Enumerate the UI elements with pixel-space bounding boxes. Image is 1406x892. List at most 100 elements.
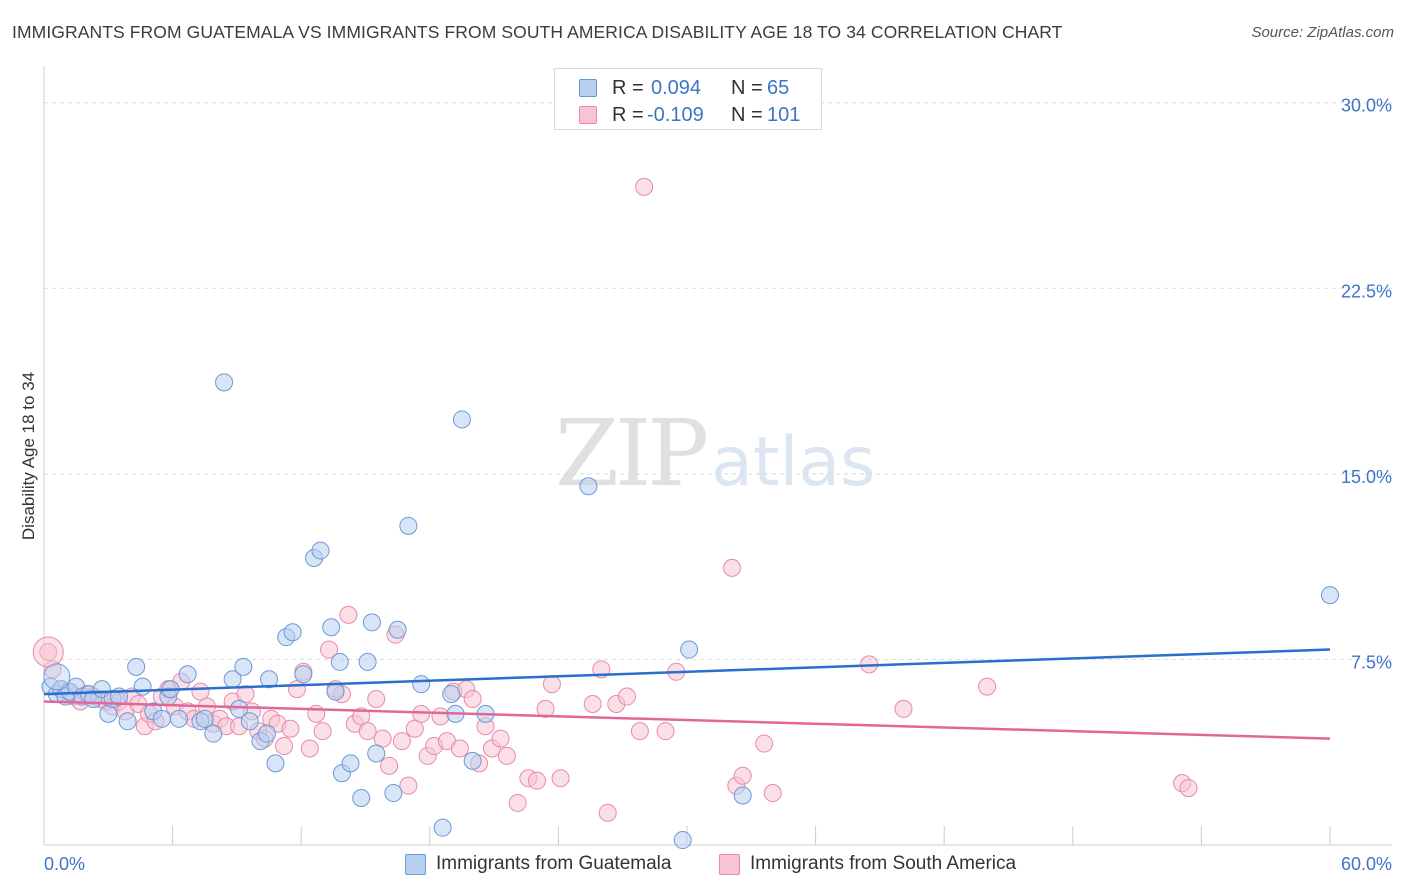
guatemala-point	[352, 788, 371, 807]
x-tick-label: 60.0%	[1341, 854, 1392, 874]
guatemala-point	[99, 704, 118, 723]
guatemala-point	[260, 670, 279, 689]
south-america-point	[313, 722, 332, 741]
guatemala-point	[195, 709, 214, 728]
guatemala-point	[215, 373, 234, 392]
guatemala-point	[673, 831, 692, 850]
legend-row-south-america: R = -0.109 N = 101	[555, 102, 821, 128]
guatemala-point	[362, 613, 381, 632]
guatemala-point	[330, 652, 349, 671]
guatemala-point	[326, 682, 345, 701]
guatemala-swatch-icon	[579, 79, 597, 97]
guatemala-legend-label: Immigrants from Guatemala	[436, 853, 672, 874]
south-america-point	[583, 694, 602, 713]
south-america-legend-icon	[719, 854, 740, 875]
guatemala-point	[234, 657, 253, 676]
y-tick-label: 7.5%	[1351, 652, 1392, 672]
guatemala-point	[367, 744, 386, 763]
south-america-point	[978, 677, 997, 696]
y-tick-label: 22.5%	[1341, 281, 1392, 301]
axes	[43, 66, 1392, 846]
south-america-point	[307, 704, 326, 723]
south-america-point	[358, 722, 377, 741]
south-america-trend-line	[43, 700, 1331, 740]
south-america-point	[723, 558, 742, 577]
guatemala-point	[204, 724, 223, 743]
guatemala-point	[311, 541, 330, 560]
south-america-swatch-icon	[579, 106, 597, 124]
guatemala-point	[463, 751, 482, 770]
guatemala-point	[733, 786, 752, 805]
south-america-point	[491, 729, 510, 748]
guatemala-point	[358, 652, 377, 671]
south-america-point	[380, 756, 399, 775]
south-america-point	[630, 722, 649, 741]
south-america-point	[508, 793, 527, 812]
guatemala-point	[178, 665, 197, 684]
south-america-point	[399, 776, 418, 795]
source-label: Source: ZipAtlas.com	[1251, 24, 1394, 41]
south-america-point	[1179, 779, 1198, 798]
guatemala-point	[579, 477, 598, 496]
guatemala-trend-line	[43, 648, 1331, 696]
x-tick-label: 0.0%	[44, 854, 85, 874]
legend-r-value: 0.094	[651, 77, 702, 99]
south-america-point	[352, 707, 371, 726]
south-america-legend-label: Immigrants from South America	[750, 853, 1017, 874]
south-america-point	[497, 746, 516, 765]
south-america-point	[431, 707, 450, 726]
legend-n-label: N =	[731, 77, 763, 99]
south-america-point	[236, 685, 255, 704]
south-america-point	[733, 766, 752, 785]
south-america-point	[542, 675, 561, 694]
guatemala-point	[230, 699, 249, 718]
guatemala-point	[341, 754, 360, 773]
correlation-legend: R = 0.094 N = 65 R = -0.109 N = 101	[554, 68, 822, 130]
guatemala-point	[127, 657, 146, 676]
guatemala-point	[257, 724, 276, 743]
y-tick-label: 15.0%	[1341, 467, 1392, 487]
guatemala-point	[412, 675, 431, 694]
south-america-point	[763, 784, 782, 803]
south-america-point	[536, 699, 555, 718]
guatemala-point	[680, 640, 699, 659]
south-america-point	[635, 177, 654, 196]
grid-lines	[44, 102, 1392, 660]
south-america-point	[656, 722, 675, 741]
guatemala-point	[240, 712, 259, 731]
guatemala-point	[388, 620, 407, 639]
south-america-point	[617, 687, 636, 706]
south-america-point	[320, 640, 339, 659]
south-america-point	[894, 699, 913, 718]
guatemala-point	[266, 754, 285, 773]
guatemala-point	[152, 709, 171, 728]
south-america-point	[551, 769, 570, 788]
south-america-point	[450, 739, 469, 758]
guatemala-point	[442, 685, 461, 704]
south-america-point	[32, 636, 64, 668]
south-america-point	[412, 704, 431, 723]
legend-n-value: 101	[767, 104, 801, 126]
guatemala-point	[294, 665, 313, 684]
guatemala-point	[384, 784, 403, 803]
south-america-point	[339, 605, 358, 624]
south-america-point	[300, 739, 319, 758]
guatemala-point	[322, 618, 341, 637]
legend-n-value: 65	[767, 77, 790, 99]
trend-lines	[43, 648, 1331, 740]
legend-r-label: R =	[612, 104, 644, 126]
south-america-point	[367, 690, 386, 709]
guatemala-point	[133, 677, 152, 696]
legend-row-guatemala: R = 0.094 N = 65	[555, 75, 821, 101]
south-america-point	[463, 690, 482, 709]
guatemala-point	[399, 516, 418, 535]
south-america-point	[281, 719, 300, 738]
south-america-point	[275, 737, 294, 756]
chart-title: IMMIGRANTS FROM GUATEMALA VS IMMIGRANTS …	[12, 22, 1063, 42]
south-america-point	[373, 729, 392, 748]
legend-r-value: -0.109	[647, 104, 704, 126]
y-axis-label: Disability Age 18 to 34	[19, 372, 38, 540]
south-america-point	[405, 719, 424, 738]
guatemala-point	[118, 712, 137, 731]
